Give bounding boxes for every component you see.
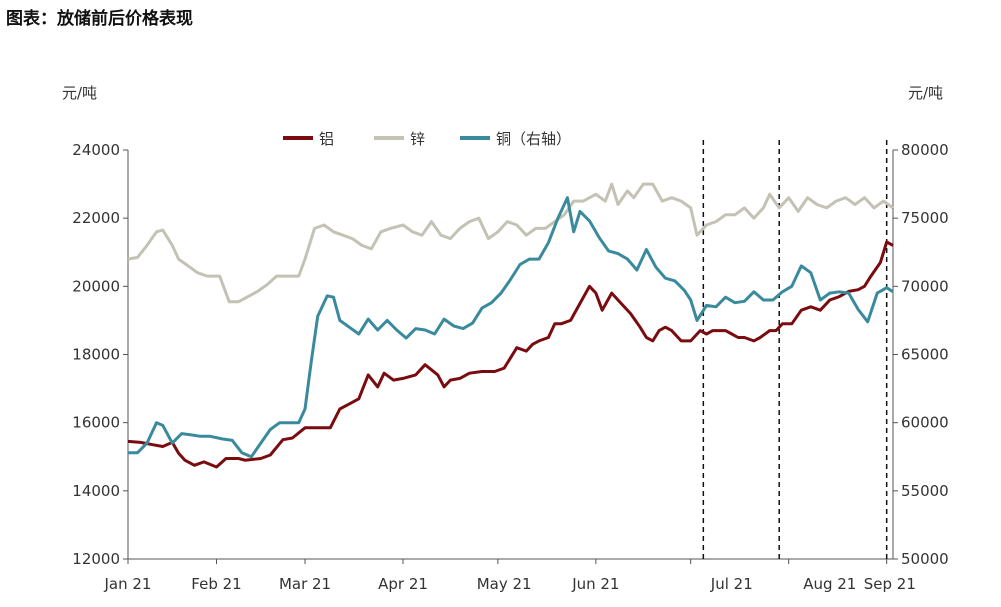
right-axis-unit: 元/吨	[908, 84, 944, 102]
legend-label: 铜（右轴）	[496, 130, 571, 148]
x-tick-label: Mar 21	[279, 575, 331, 593]
left-tick-label: 20000	[72, 277, 120, 295]
left-tick-label: 18000	[72, 346, 120, 364]
x-tick-label: Sep 21	[864, 575, 916, 593]
right-tick-label: 70000	[901, 277, 949, 295]
series-line	[127, 182, 894, 304]
left-tick-label: 24000	[72, 141, 120, 159]
x-tick-label: Feb 21	[191, 575, 241, 593]
x-tick-label: Aug 21	[803, 575, 856, 593]
left-tick-label: 22000	[72, 209, 120, 227]
series-line	[127, 240, 894, 469]
right-tick-label: 65000	[901, 346, 949, 364]
series-lines	[127, 182, 894, 469]
x-tick-label: Jan 21	[104, 575, 152, 593]
left-tick-label: 14000	[72, 482, 120, 500]
x-tick-label: Jun 21	[571, 575, 619, 593]
figure-title: 图表：放储前后价格表现	[6, 9, 193, 29]
legend-label: 锌	[410, 130, 425, 148]
series-line	[128, 196, 894, 459]
legend-label: 铝	[319, 130, 334, 148]
right-tick-label: 80000	[901, 141, 949, 159]
right-tick-label: 60000	[901, 414, 949, 432]
x-tick-label: May 21	[477, 575, 532, 593]
x-tick-label: Jul 21	[710, 575, 753, 593]
vertical-markers	[702, 140, 888, 559]
left-axis-unit: 元/吨	[62, 84, 98, 102]
chart-axes: 12000 14000 16000 18000 20000 22000 24000 50000…	[72, 141, 948, 593]
left-tick-label: 12000	[72, 550, 120, 568]
x-tick-label: Apr 21	[378, 575, 428, 593]
right-tick-label: 50000	[901, 550, 949, 568]
left-tick-label: 16000	[72, 414, 120, 432]
chart-legend: 铝 锌 铜（右轴）	[283, 130, 571, 148]
right-tick-label: 55000	[901, 482, 949, 500]
right-tick-label: 75000	[901, 209, 949, 227]
